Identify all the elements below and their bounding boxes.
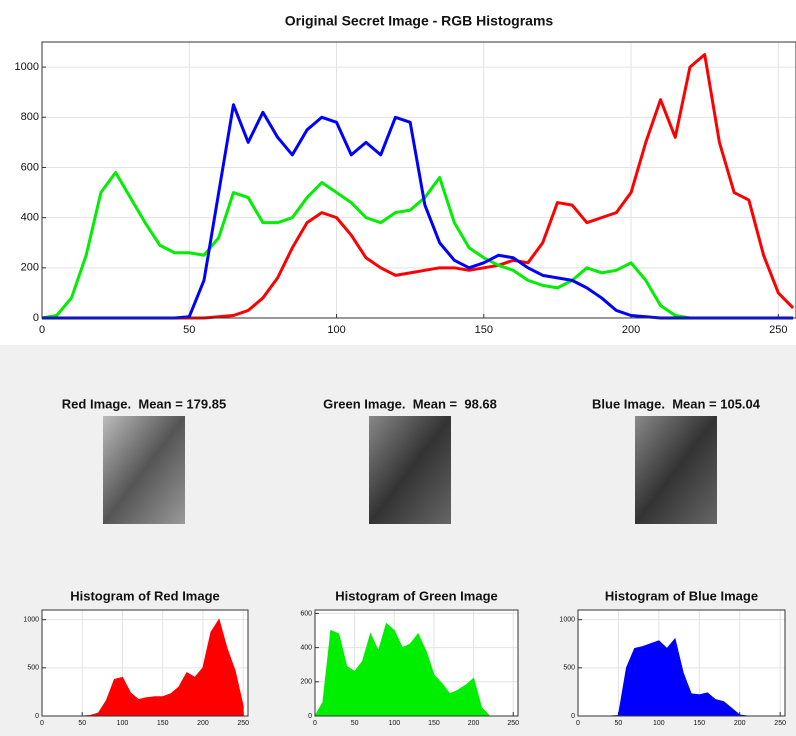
image-title: Red Image. Mean = 179.85	[62, 396, 226, 411]
y-tick-label: 400	[21, 212, 39, 224]
x-tick-label: 0	[576, 720, 580, 727]
red-image	[103, 416, 185, 524]
y-tick-label: 1000	[23, 616, 39, 623]
x-tick-label: 100	[117, 720, 129, 727]
x-tick-label: 100	[653, 720, 665, 727]
y-tick-label: 600	[300, 610, 312, 617]
x-tick-label: 50	[351, 720, 359, 727]
x-tick-label: 250	[237, 720, 249, 727]
y-tick-label: 800	[21, 111, 39, 123]
y-tick-label: 1000	[15, 61, 39, 73]
chart-title: Histogram of Red Image	[70, 588, 220, 603]
x-tick-label: 250	[774, 720, 786, 727]
y-tick-label: 0	[308, 713, 312, 720]
y-tick-label: 0	[571, 713, 575, 720]
y-tick-label: 400	[300, 644, 312, 651]
x-tick-label: 200	[734, 720, 746, 727]
image-title: Blue Image. Mean = 105.04	[592, 396, 761, 411]
y-tick-label: 0	[35, 713, 39, 720]
x-tick-label: 200	[468, 720, 480, 727]
y-tick-label: 200	[300, 679, 312, 686]
x-tick-label: 0	[313, 720, 317, 727]
y-tick-label: 1000	[559, 616, 575, 623]
figure: Red Image. Mean = 179.85 Green Image. Me…	[0, 0, 796, 736]
green-image	[369, 416, 451, 524]
x-tick-label: 0	[40, 720, 44, 727]
x-tick-label: 200	[622, 324, 640, 336]
y-tick-label: 0	[33, 312, 39, 324]
image-title: Green Image. Mean = 98.68	[323, 396, 497, 411]
x-tick-label: 50	[183, 324, 195, 336]
x-tick-label: 100	[388, 720, 400, 727]
x-tick-label: 250	[507, 720, 519, 727]
x-tick-label: 250	[769, 324, 787, 336]
chart-title: Histogram of Blue Image	[605, 588, 758, 603]
y-tick-label: 500	[27, 665, 39, 672]
y-tick-label: 500	[563, 665, 575, 672]
chart-title: Original Secret Image - RGB Histograms	[285, 13, 554, 29]
x-tick-label: 150	[693, 720, 705, 727]
y-tick-label: 600	[21, 161, 39, 173]
x-tick-label: 50	[78, 720, 86, 727]
x-tick-label: 100	[327, 324, 345, 336]
x-tick-label: 150	[428, 720, 440, 727]
x-tick-label: 50	[615, 720, 623, 727]
chart-title: Histogram of Green Image	[335, 588, 498, 603]
x-tick-label: 0	[39, 324, 45, 336]
x-tick-label: 150	[157, 720, 169, 727]
y-tick-label: 200	[21, 262, 39, 274]
x-tick-label: 150	[475, 324, 493, 336]
x-tick-label: 200	[197, 720, 209, 727]
blue-image	[635, 416, 717, 524]
